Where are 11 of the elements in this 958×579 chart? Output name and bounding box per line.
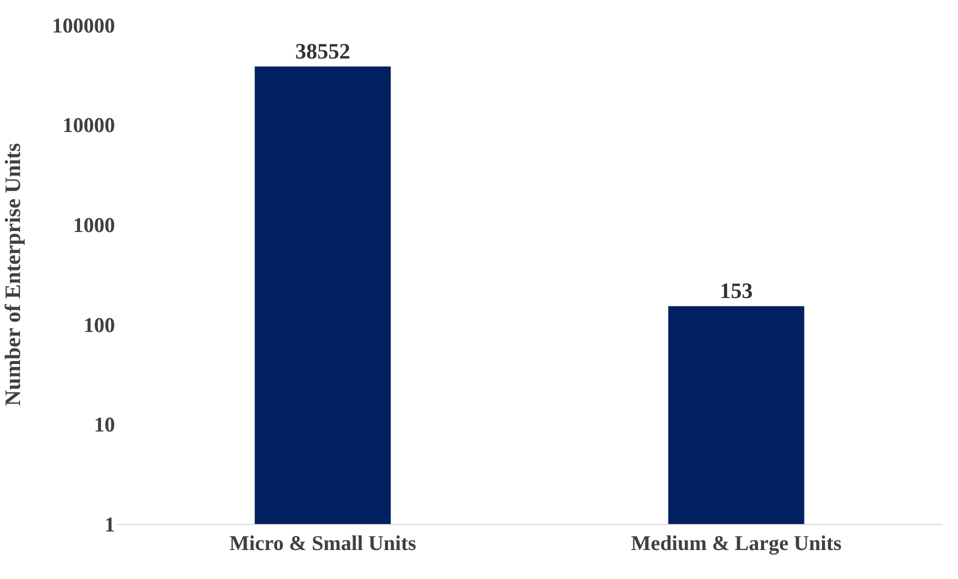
y-axis-title: Number of Enterprise Units (0, 142, 25, 406)
y-tick-label: 100000 (52, 13, 115, 38)
y-tick-label: 1 (104, 512, 115, 536)
x-tick-label: Micro & Small Units (229, 531, 416, 556)
y-tick-label: 10000 (62, 113, 115, 138)
x-tick-label: Medium & Large Units (630, 531, 842, 556)
data-label: 38552 (295, 38, 350, 64)
data-label: 153 (720, 278, 753, 303)
y-tick-label: 10 (94, 412, 115, 437)
y-tick-label: 100 (84, 312, 115, 337)
y-tick-label: 1000 (73, 212, 115, 237)
